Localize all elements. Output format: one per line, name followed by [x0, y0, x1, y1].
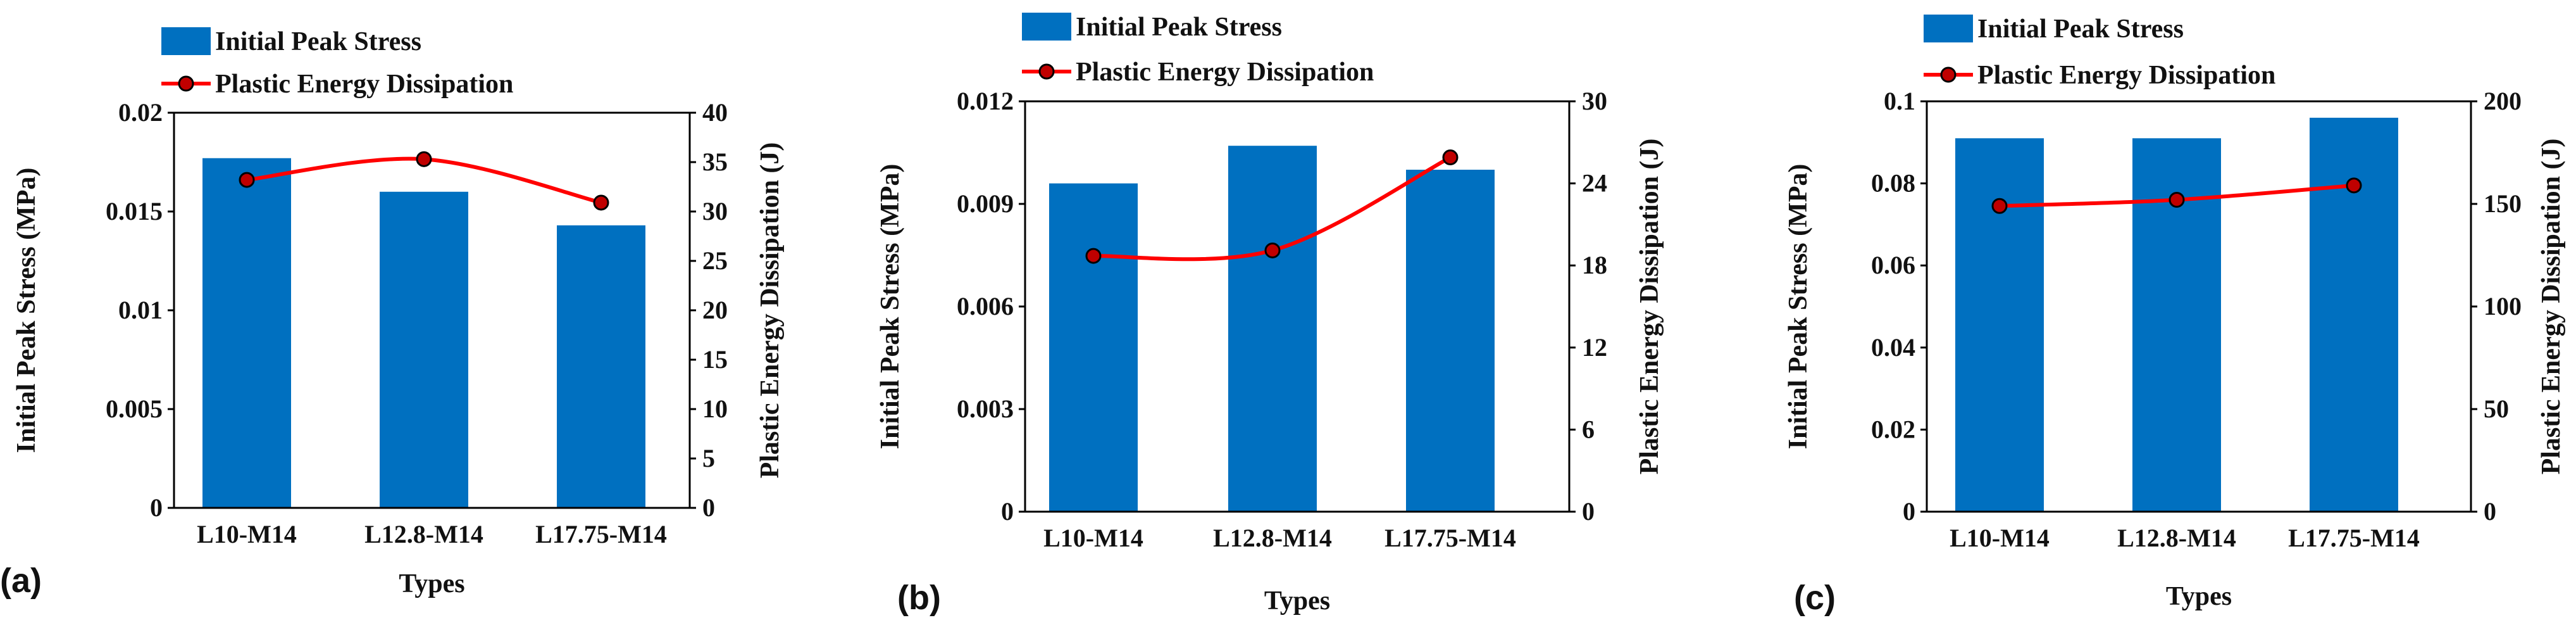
legend-bar-swatch: [161, 27, 211, 55]
y-tick-label: 0.006: [957, 292, 1014, 320]
panel-label: (c): [1794, 579, 1836, 617]
y2-tick-label: 100: [2484, 292, 2522, 320]
x-axis-title: Types: [1264, 586, 1330, 616]
legend-line-marker: [1940, 66, 1957, 83]
legend-line-label: Plastic Energy Dissipation: [1977, 61, 2275, 90]
y2-tick-label: 24: [1582, 169, 1607, 198]
chart-panel-1: 0 0.005 0.01 0.015 0.02 0 5 10 15 20 25 30 35 40 L10-M…: [0, 27, 785, 600]
legend-line-label: Plastic Energy Dissipation: [1076, 58, 1374, 87]
y2-tick-label: 18: [1582, 251, 1607, 279]
chart-panel-2: 0 0.003 0.006 0.009 0.012 0 6 12 18 24 30 L10-M14 L1…: [876, 13, 1664, 617]
y2-tick-label: 0: [2484, 497, 2496, 526]
x-axis-title: Types: [2166, 582, 2232, 611]
y2-tick-label: 20: [702, 296, 728, 324]
y-tick-label: 0.06: [1871, 251, 1915, 279]
bar: [380, 191, 468, 508]
x-tick-label: L12.8-M14: [364, 520, 483, 548]
y2-tick-label: 50: [2484, 395, 2509, 423]
y2-tick-label: 40: [702, 98, 728, 127]
chart-panel-3: 0 0.02 0.04 0.06 0.08 0.1 0 50 100 150 200 L10-M14 L…: [1784, 15, 2566, 617]
y2-tick-label: 10: [702, 395, 728, 423]
y2-tick-label: 200: [2484, 87, 2522, 115]
y2-tick-label: 35: [702, 148, 728, 176]
legend-bar-label: Initial Peak Stress: [1977, 15, 2184, 44]
x-tick-label: L12.8-M14: [2117, 524, 2236, 552]
x-tick-label: L10-M14: [1950, 524, 2050, 552]
y-tick-label: 0: [1001, 497, 1014, 526]
x-tick-label: L10-M14: [197, 520, 297, 548]
bar: [202, 158, 291, 508]
bar: [2310, 117, 2398, 512]
line-point: [2346, 177, 2362, 194]
y-axis-title: Initial Peak Stress (MPa): [12, 168, 41, 453]
panel-label: (b): [897, 579, 941, 617]
y-axis-title: Initial Peak Stress (MPa): [1784, 164, 1813, 450]
y-tick-label: 0.1: [1884, 87, 1915, 115]
y2-tick-label: 0: [702, 493, 715, 522]
line-point: [1085, 248, 1102, 264]
y2-tick-label: 30: [702, 197, 728, 225]
bar: [1228, 146, 1317, 512]
panel-label: (a): [0, 562, 42, 600]
bar: [1406, 170, 1495, 512]
line-point: [416, 151, 432, 167]
y-tick-label: 0: [150, 493, 163, 522]
y2-tick-label: 5: [702, 444, 715, 472]
y-tick-label: 0: [1903, 497, 1915, 526]
y-tick-label: 0.02: [118, 98, 163, 127]
line-point: [239, 172, 255, 188]
bar: [1049, 183, 1138, 512]
y-tick-label: 0.005: [106, 395, 163, 423]
x-tick-label: L17.75-M14: [535, 520, 667, 548]
legend-bar-label: Initial Peak Stress: [215, 27, 421, 56]
y2-tick-label: 150: [2484, 189, 2522, 218]
bar: [1955, 138, 2044, 512]
y-axis-title: Initial Peak Stress (MPa): [876, 164, 905, 450]
y-tick-label: 0.01: [118, 296, 163, 324]
legend-bar-swatch: [1022, 13, 1071, 41]
y2-tick-label: 6: [1582, 415, 1595, 443]
y2-tick-label: 30: [1582, 87, 1607, 115]
x-tick-label: L10-M14: [1043, 524, 1143, 552]
y-tick-label: 0.08: [1871, 169, 1915, 198]
line-point: [1264, 242, 1281, 258]
x-tick-label: L17.75-M14: [1384, 524, 1516, 552]
line-point: [1442, 149, 1459, 166]
x-tick-label: L17.75-M14: [2288, 524, 2420, 552]
bar: [557, 225, 645, 508]
y2-axis-title: Plastic Energy Dissipation (J): [1635, 139, 1664, 475]
y2-tick-label: 15: [702, 345, 728, 374]
line-point: [593, 194, 609, 211]
legend-line-label: Plastic Energy Dissipation: [215, 70, 513, 99]
line-point: [2168, 192, 2185, 208]
legend-line-marker: [1038, 63, 1055, 80]
y2-axis-title: Plastic Energy Dissipation (J): [756, 142, 785, 479]
x-axis-title: Types: [399, 569, 464, 598]
legend-bar-swatch: [1924, 15, 1973, 42]
y-tick-label: 0.02: [1871, 415, 1915, 443]
y2-tick-label: 25: [702, 246, 728, 275]
y-tick-label: 0.003: [957, 395, 1014, 423]
y-tick-label: 0.012: [957, 87, 1014, 115]
legend-bar-label: Initial Peak Stress: [1076, 13, 1282, 42]
x-tick-label: L12.8-M14: [1213, 524, 1332, 552]
line-point: [1991, 198, 2008, 214]
y-tick-label: 0.04: [1871, 333, 1915, 362]
y2-axis-title: Plastic Energy Dissipation (J): [2537, 139, 2566, 475]
legend-line-marker: [178, 75, 194, 92]
y-tick-label: 0.009: [957, 189, 1014, 218]
y2-tick-label: 0: [1582, 497, 1595, 526]
y2-tick-label: 12: [1582, 333, 1607, 362]
y-tick-label: 0.015: [106, 197, 163, 225]
